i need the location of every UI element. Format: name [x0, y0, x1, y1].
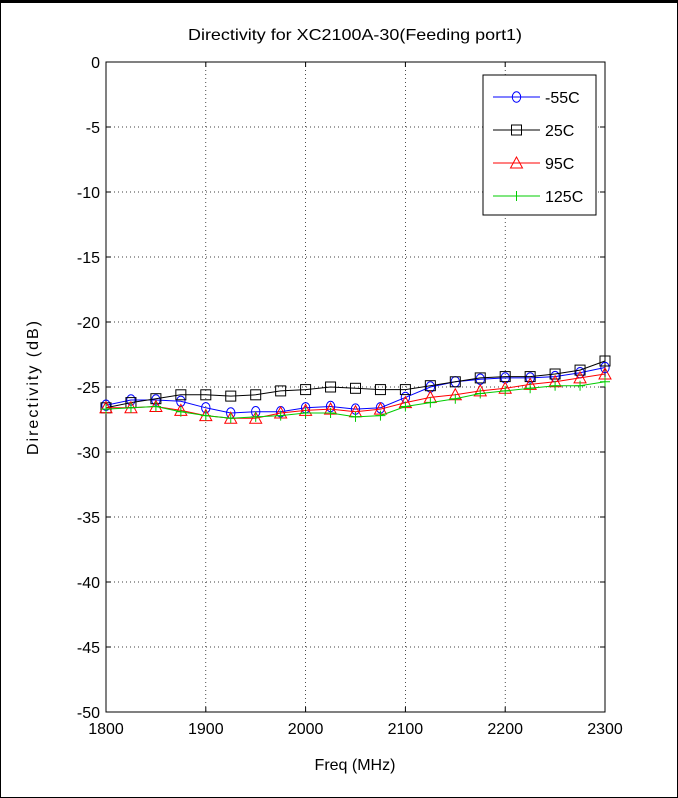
data-point	[275, 385, 287, 397]
legend-box	[482, 74, 597, 216]
data-point	[175, 406, 186, 417]
x-tick-label: 2300	[587, 721, 623, 738]
data-point	[575, 380, 586, 391]
y-tick-label: -35	[77, 510, 100, 527]
legend: -55C 25C 95C 125C	[482, 74, 597, 216]
tick-layer: 1800 1900 2000 2100 2200 2300 0 -5 -10 -15 -20 -25 -…	[77, 55, 623, 738]
y-tick-label: -45	[77, 640, 100, 657]
data-point	[549, 368, 561, 380]
legend-marker	[509, 155, 524, 169]
data-point	[525, 372, 535, 384]
data-point	[550, 380, 561, 391]
data-point	[225, 413, 236, 424]
data-point	[525, 383, 536, 394]
data-point	[175, 389, 187, 401]
data-point	[300, 408, 311, 418]
data-point	[125, 402, 136, 413]
data-point	[248, 411, 263, 424]
data-point	[325, 408, 336, 418]
data-point	[375, 410, 386, 421]
data-point	[500, 385, 511, 396]
legend-label: 25C	[545, 123, 574, 140]
legend-entry: -55C	[493, 90, 580, 107]
data-point	[225, 390, 237, 402]
data-point	[474, 372, 486, 384]
series-line	[105, 367, 606, 414]
data-point	[449, 376, 461, 388]
data-point	[524, 371, 536, 383]
x-tick-label: 1800	[88, 721, 124, 738]
legend-entry: 95C	[493, 155, 574, 173]
y-tick-label: -40	[77, 575, 100, 592]
legend-label: 95C	[545, 156, 574, 173]
legend-marker	[511, 124, 522, 136]
figure-top-border	[0, 0, 678, 3]
data-point	[350, 411, 361, 422]
x-tick-label: 2100	[388, 721, 424, 738]
y-tick-label: -5	[86, 120, 100, 137]
data-point	[101, 404, 111, 415]
x-tick-label: 1900	[188, 721, 224, 738]
y-tick-label: -30	[77, 445, 100, 462]
data-point	[450, 393, 461, 404]
data-point	[250, 389, 262, 401]
y-tick-label: -50	[77, 705, 100, 722]
series-line	[106, 373, 606, 419]
data-point	[600, 376, 610, 387]
data-point	[200, 389, 212, 401]
y-tick-label: 0	[91, 55, 100, 72]
data-point	[475, 388, 486, 399]
data-point	[599, 355, 611, 367]
legend-entry: 25C	[493, 123, 574, 140]
chart-title: Directivity for XC2100A-30(Feeding port1…	[188, 27, 522, 44]
legend-label: 125C	[545, 189, 583, 206]
data-point	[150, 401, 161, 412]
x-axis-label: Freq (MHz)	[315, 757, 396, 774]
data-point	[250, 411, 261, 422]
legend-marker	[511, 91, 522, 103]
data-point	[600, 361, 610, 374]
data-point	[350, 382, 361, 394]
data-point	[176, 395, 186, 407]
data-point	[374, 384, 386, 396]
data-point	[300, 384, 312, 396]
series-layer	[99, 355, 612, 424]
y-tick-label: -15	[77, 250, 100, 267]
y-tick-label: -10	[77, 185, 100, 202]
data-point	[200, 410, 211, 421]
legend-entry: 125C	[493, 189, 583, 206]
data-point	[399, 384, 411, 396]
x-tick-label: 2000	[288, 721, 324, 738]
data-point	[400, 401, 411, 412]
series-125C	[101, 376, 610, 424]
x-tick-label: 2200	[487, 721, 523, 738]
series-line	[105, 360, 606, 409]
legend-label: -55C	[545, 90, 580, 107]
y-tick-label: -20	[77, 315, 100, 332]
legend-marker	[511, 191, 522, 201]
data-point	[425, 397, 436, 408]
data-point	[325, 381, 337, 393]
data-point	[275, 410, 286, 421]
y-axis-label: Directivity (dB)	[25, 319, 42, 455]
y-tick-label: -25	[77, 380, 100, 397]
series-25C	[100, 355, 611, 414]
data-point	[574, 364, 586, 376]
